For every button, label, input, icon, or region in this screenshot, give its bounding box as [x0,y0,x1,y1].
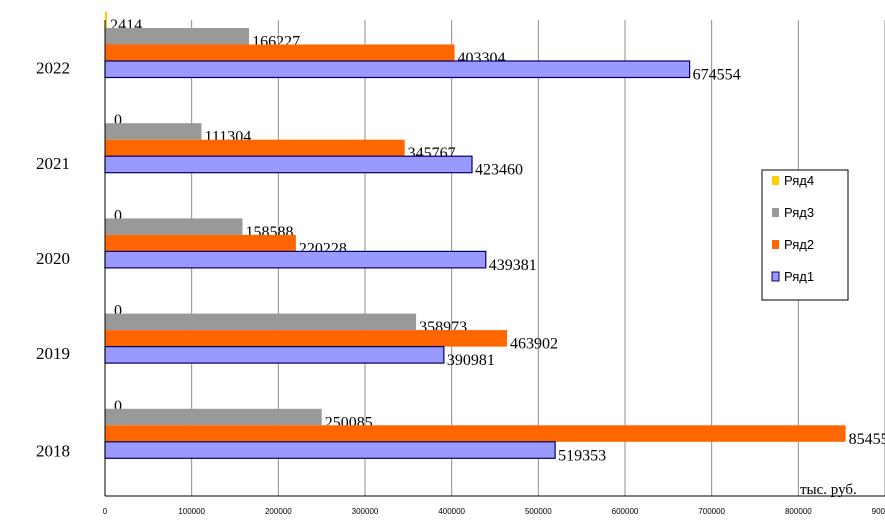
legend-label-Ряд2: Ряд2 [784,237,814,252]
x-tick-label: 700000 [698,507,725,516]
x-tick-label: 900000 [872,507,885,516]
x-tick-label: 500000 [525,507,552,516]
legend: Ряд4 Ряд3 Ряд2 Ряд1 [761,169,849,301]
bar-Ряд1-2018 [104,441,556,459]
bar-Ряд1-2020 [104,250,487,269]
data-label: 0 [114,398,122,415]
bar-Ряд2-2021 [105,139,405,157]
bar-Ряд3-2020 [105,218,243,235]
x-tick-label: 400000 [438,507,465,516]
data-label: 439381 [489,257,537,274]
x-tick-label: 600000 [612,507,639,516]
legend-label-Ряд3: Ряд3 [784,205,814,220]
bar-Ряд1-2021 [104,155,473,174]
bar-Ряд2-2018 [105,425,846,442]
bar-Ряд3-2019 [105,313,417,331]
bar-Ряд2-2020 [105,234,296,252]
x-tick-label: 300000 [352,507,379,516]
data-label: 463902 [510,336,558,353]
bar-Ряд1-2019 [104,346,445,364]
bar-Ряд3-2018 [105,408,322,426]
legend-swatch-Ряд4 [772,176,779,185]
x-unit-label: тыс. руб. [800,482,857,498]
bar-Ряд2-2019 [105,330,508,347]
data-label: 674554 [693,67,741,84]
legend-swatch-Ряд3 [772,208,779,217]
axes: 0 100000 200000 300000 400000 500000 600000 700… [36,20,885,516]
bar-Ряд3-2021 [105,123,202,140]
bars: 2414166227403304674554011130434576742346… [104,11,885,464]
bar-Ряд1-2022 [104,60,691,79]
data-label: 0 [114,112,122,129]
data-label: 519353 [558,447,606,464]
category-label: 2021 [36,154,70,173]
bar-Ряд4-2022 [105,11,108,28]
data-label: 423460 [475,162,523,179]
x-tick-label: 100000 [178,507,205,516]
legend-label-Ряд1: Ряд1 [784,269,814,284]
x-tick-label: 0 [103,507,108,516]
x-tick-label: 800000 [785,507,812,516]
legend-label-Ряд4: Ряд4 [784,173,814,188]
data-label: 0 [114,303,122,320]
category-label: 2020 [36,249,70,268]
category-label: 2019 [36,344,70,363]
bar-Ряд2-2022 [105,44,455,61]
data-label: 390981 [447,352,495,369]
bar-Ряд3-2022 [105,28,250,45]
x-tick-label: 200000 [265,507,292,516]
data-label: 0 [114,207,122,224]
legend-swatch-Ряд2 [772,240,779,249]
legend-swatch-Ряд1 [771,271,780,282]
category-label: 2022 [36,59,70,78]
category-label: 2018 [36,441,70,460]
